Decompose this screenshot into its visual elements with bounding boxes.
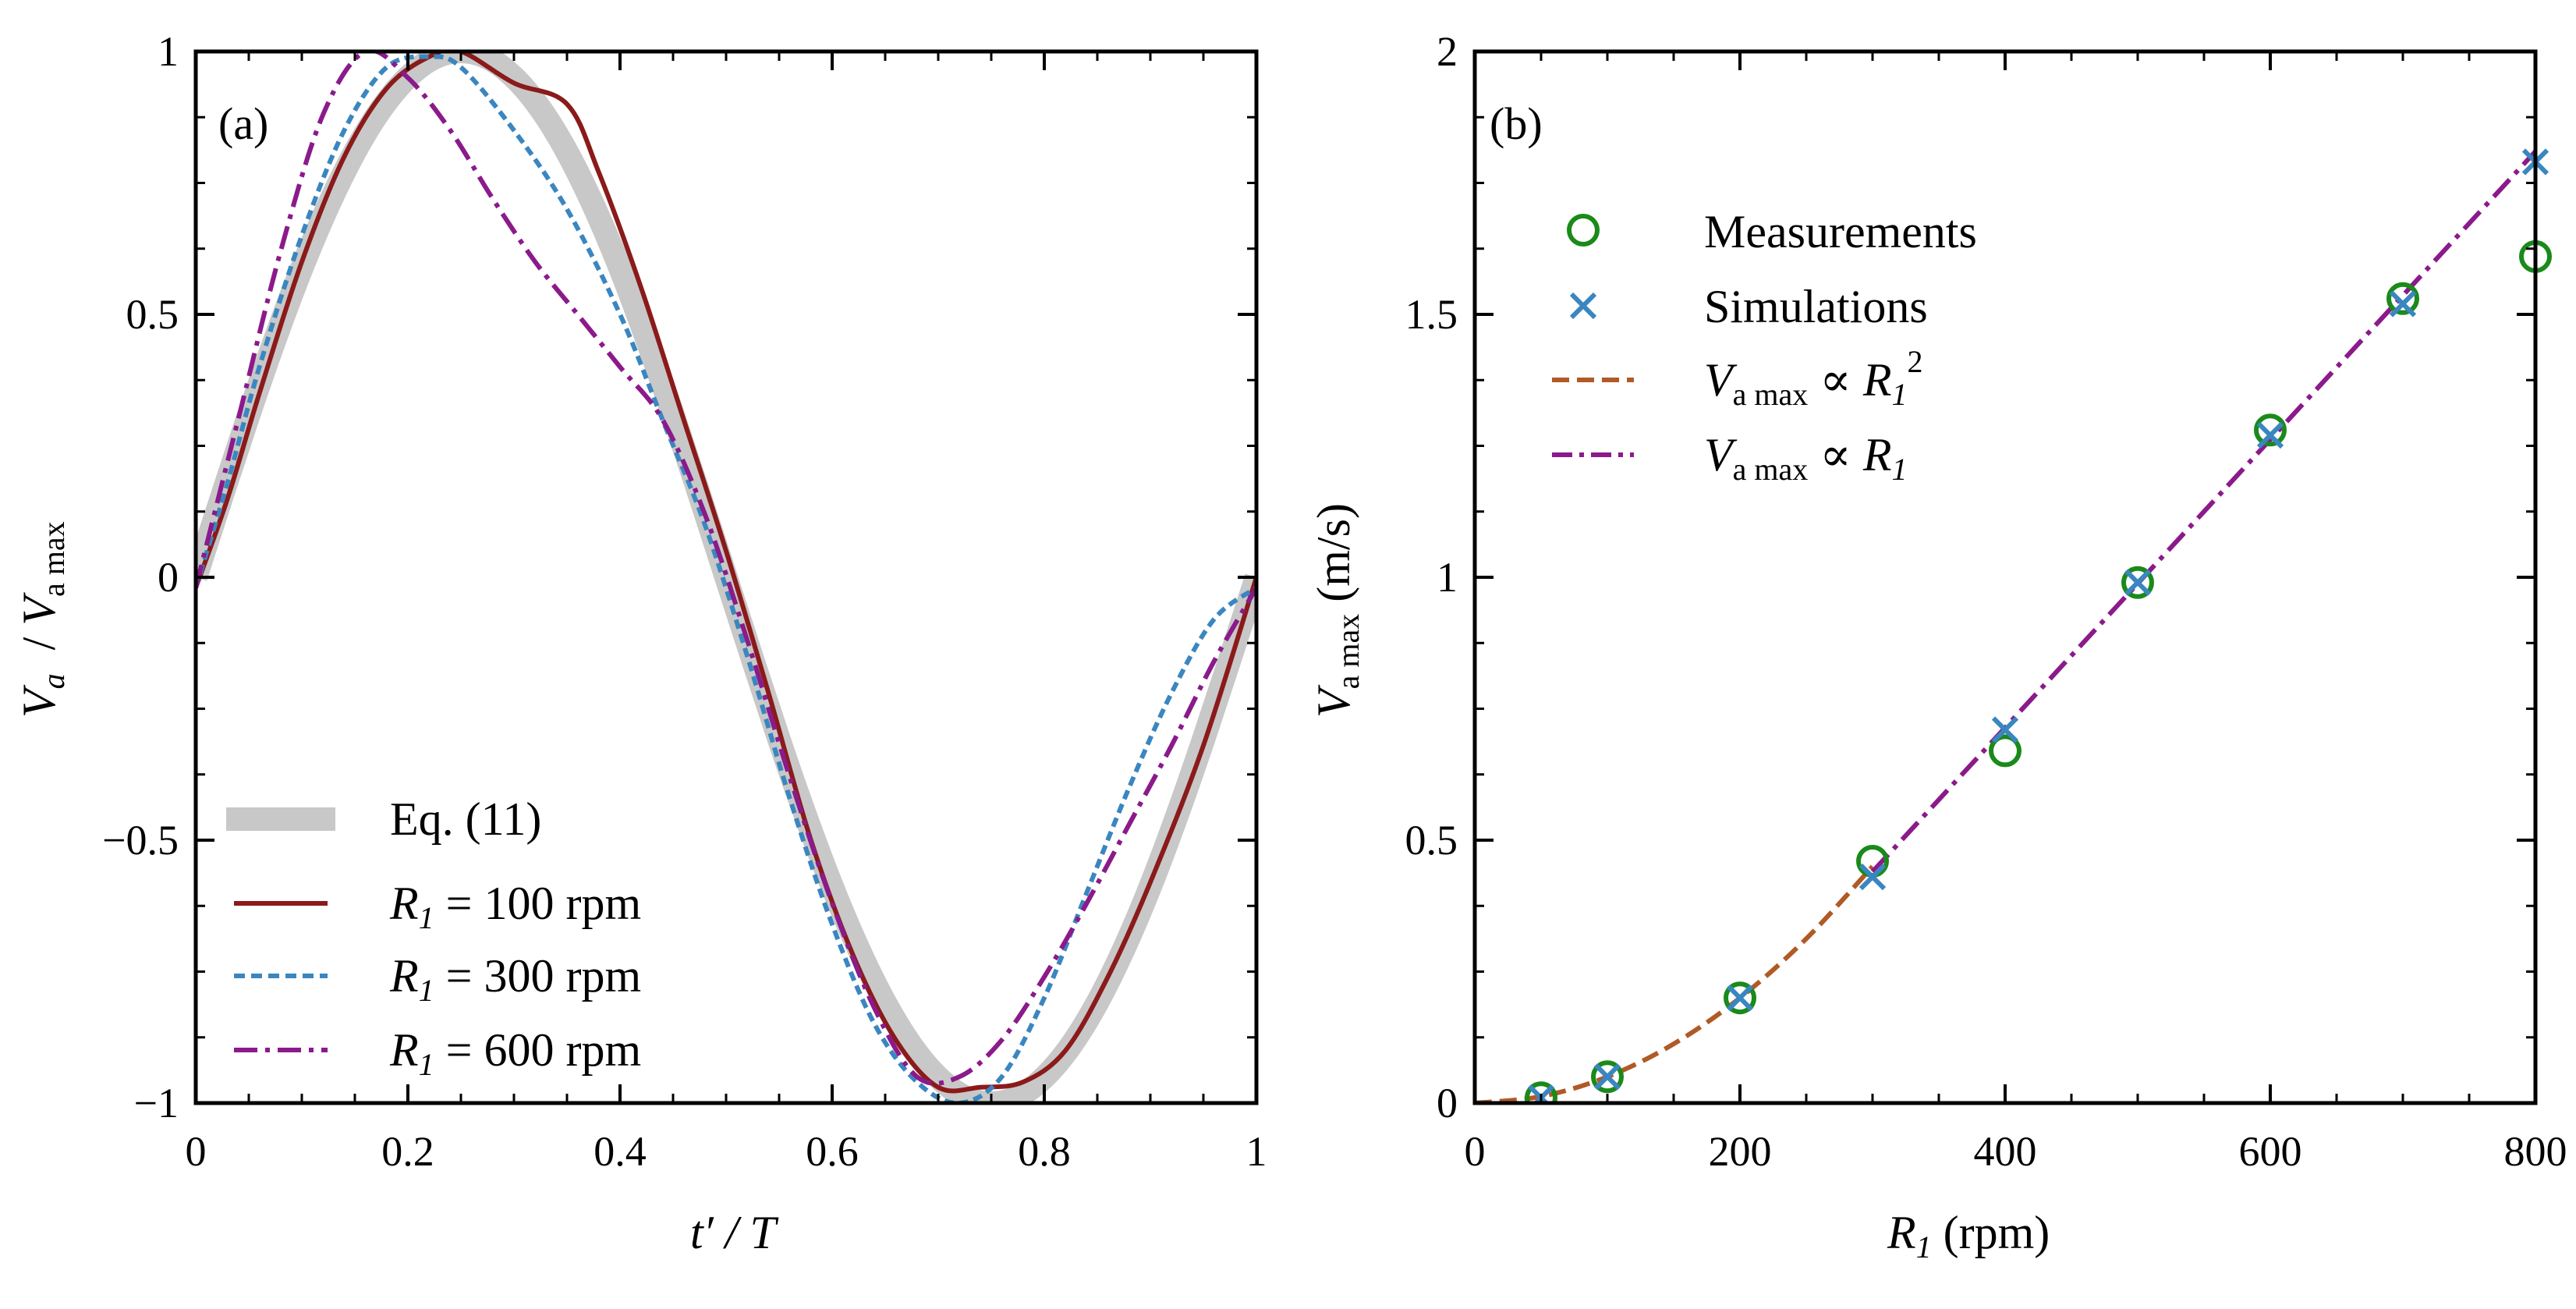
panel-b-plot-area	[1475, 148, 2552, 1103]
panel-a-xtick-label: 0.2	[381, 1128, 434, 1175]
panel-a-y-axis-label: Va/ Va max	[13, 521, 71, 718]
measurement-point	[1525, 1081, 1557, 1103]
panel-b-ytick-label: 1	[1437, 554, 1458, 601]
panel-b-xtick-label: 600	[2239, 1128, 2302, 1175]
panel-a-xtick-label: 1	[1246, 1128, 1267, 1175]
panel-b-ticks: 0 200 400 600 800 0 0.5 1 1.5 2	[1405, 28, 2567, 1175]
measurement-point	[2121, 566, 2154, 599]
simulation-point	[2124, 569, 2152, 596]
legend-label-eq11: Eq. (11)	[390, 793, 541, 845]
panel-b-x-axis-label: R1 (rpm)	[1887, 1207, 2050, 1265]
measurement-point	[1989, 734, 2021, 768]
legend-label-r300: R1 = 300 rpm	[389, 950, 641, 1008]
simulation-point	[1593, 1063, 1621, 1091]
panel-a-xtick-label: 0.8	[1018, 1128, 1071, 1175]
panel-b-frame	[1472, 49, 2538, 1105]
legend-marker-simulations	[1569, 292, 1597, 320]
measurement-point	[1724, 981, 1756, 1015]
panel-a-xtick-label: 0.4	[594, 1128, 647, 1175]
panel-b-label: (b)	[1490, 98, 1543, 149]
panel-b-xtick-label: 0	[1465, 1128, 1486, 1175]
panel-a-series-group	[196, 51, 1256, 1103]
legend-label-r600: R1 = 600 rpm	[389, 1024, 641, 1082]
panel-a-xtick-label: 0.6	[806, 1128, 859, 1175]
measurement-point	[2254, 413, 2287, 447]
simulation-point	[1991, 716, 2019, 743]
panel-a-ticks: 0 0.2 0.4 0.6 0.8 1 −1 −0.5 0 0.5 1	[102, 28, 1267, 1175]
panel-a-ytick-label: −1	[134, 1080, 179, 1126]
panel-a-label: (a)	[218, 98, 268, 149]
legend-label-linear: Va max ∝ R1	[1704, 429, 1908, 487]
panel-b-legend: Measurements Simulations Va max ∝ R12 Va…	[1552, 206, 1977, 487]
panel-b-ytick-label: 0	[1437, 1080, 1458, 1126]
panel-b-xtick-label: 800	[2504, 1128, 2567, 1175]
panel-a-ytick-label: −0.5	[102, 817, 179, 864]
measurement-point	[1591, 1060, 1624, 1094]
legend-label-measurements: Measurements	[1704, 206, 1977, 257]
panel-b-series-group	[1475, 148, 2552, 1103]
series-eq11-line	[196, 51, 1256, 1103]
simulation-point	[1858, 864, 1887, 891]
panel-b-y-axis-label: Va max (m/s)	[1308, 503, 1366, 718]
panel-b-xtick-label: 200	[1709, 1128, 1772, 1175]
panel-a-ytick-label: 0.5	[126, 291, 179, 338]
fit-linear-line	[1870, 150, 2538, 874]
series-r300-line	[196, 54, 1256, 1103]
fit-quadratic-line	[1475, 864, 1875, 1103]
panel-b-ytick-label: 0.5	[1405, 817, 1458, 864]
simulation-point	[1726, 984, 1754, 1012]
simulation-point	[2389, 290, 2417, 317]
panel-b-ytick-label: 2	[1437, 28, 1458, 75]
measurement-point	[2386, 282, 2419, 315]
legend-marker-measurements	[1567, 214, 1600, 247]
panel-b: (b) 0 200 400 600 800 0 0.5 1 1.5 2 Measurements …	[1308, 28, 2567, 1265]
series-r100-line	[196, 51, 1256, 1094]
panel-a-xtick-label: 0	[186, 1128, 207, 1175]
simulation-point	[2256, 421, 2284, 449]
panel-b-xtick-label: 400	[1974, 1128, 2037, 1175]
panel-a-plot-area	[196, 51, 1256, 1103]
panel-a-ytick-label: 0	[158, 554, 179, 601]
legend-label-r100: R1 = 100 rpm	[389, 878, 641, 935]
panel-a: (a) 0 0.2 0.4 0.6 0.8 1 −1 −0.5 0 0.5 1 Eq. (11) R…	[13, 28, 1267, 1258]
legend-label-quadratic: Va max ∝ R12	[1704, 344, 1923, 412]
panel-a-x-axis-label: t′ / T	[690, 1207, 778, 1258]
panel-a-legend: Eq. (11) R1 = 100 rpm R1 = 300 rpm R1 = …	[226, 793, 641, 1082]
panel-a-ytick-label: 1	[158, 28, 179, 75]
series-r600-line	[196, 51, 1256, 1086]
legend-label-simulations: Simulations	[1704, 281, 1928, 332]
panel-b-ytick-label: 1.5	[1405, 291, 1458, 338]
